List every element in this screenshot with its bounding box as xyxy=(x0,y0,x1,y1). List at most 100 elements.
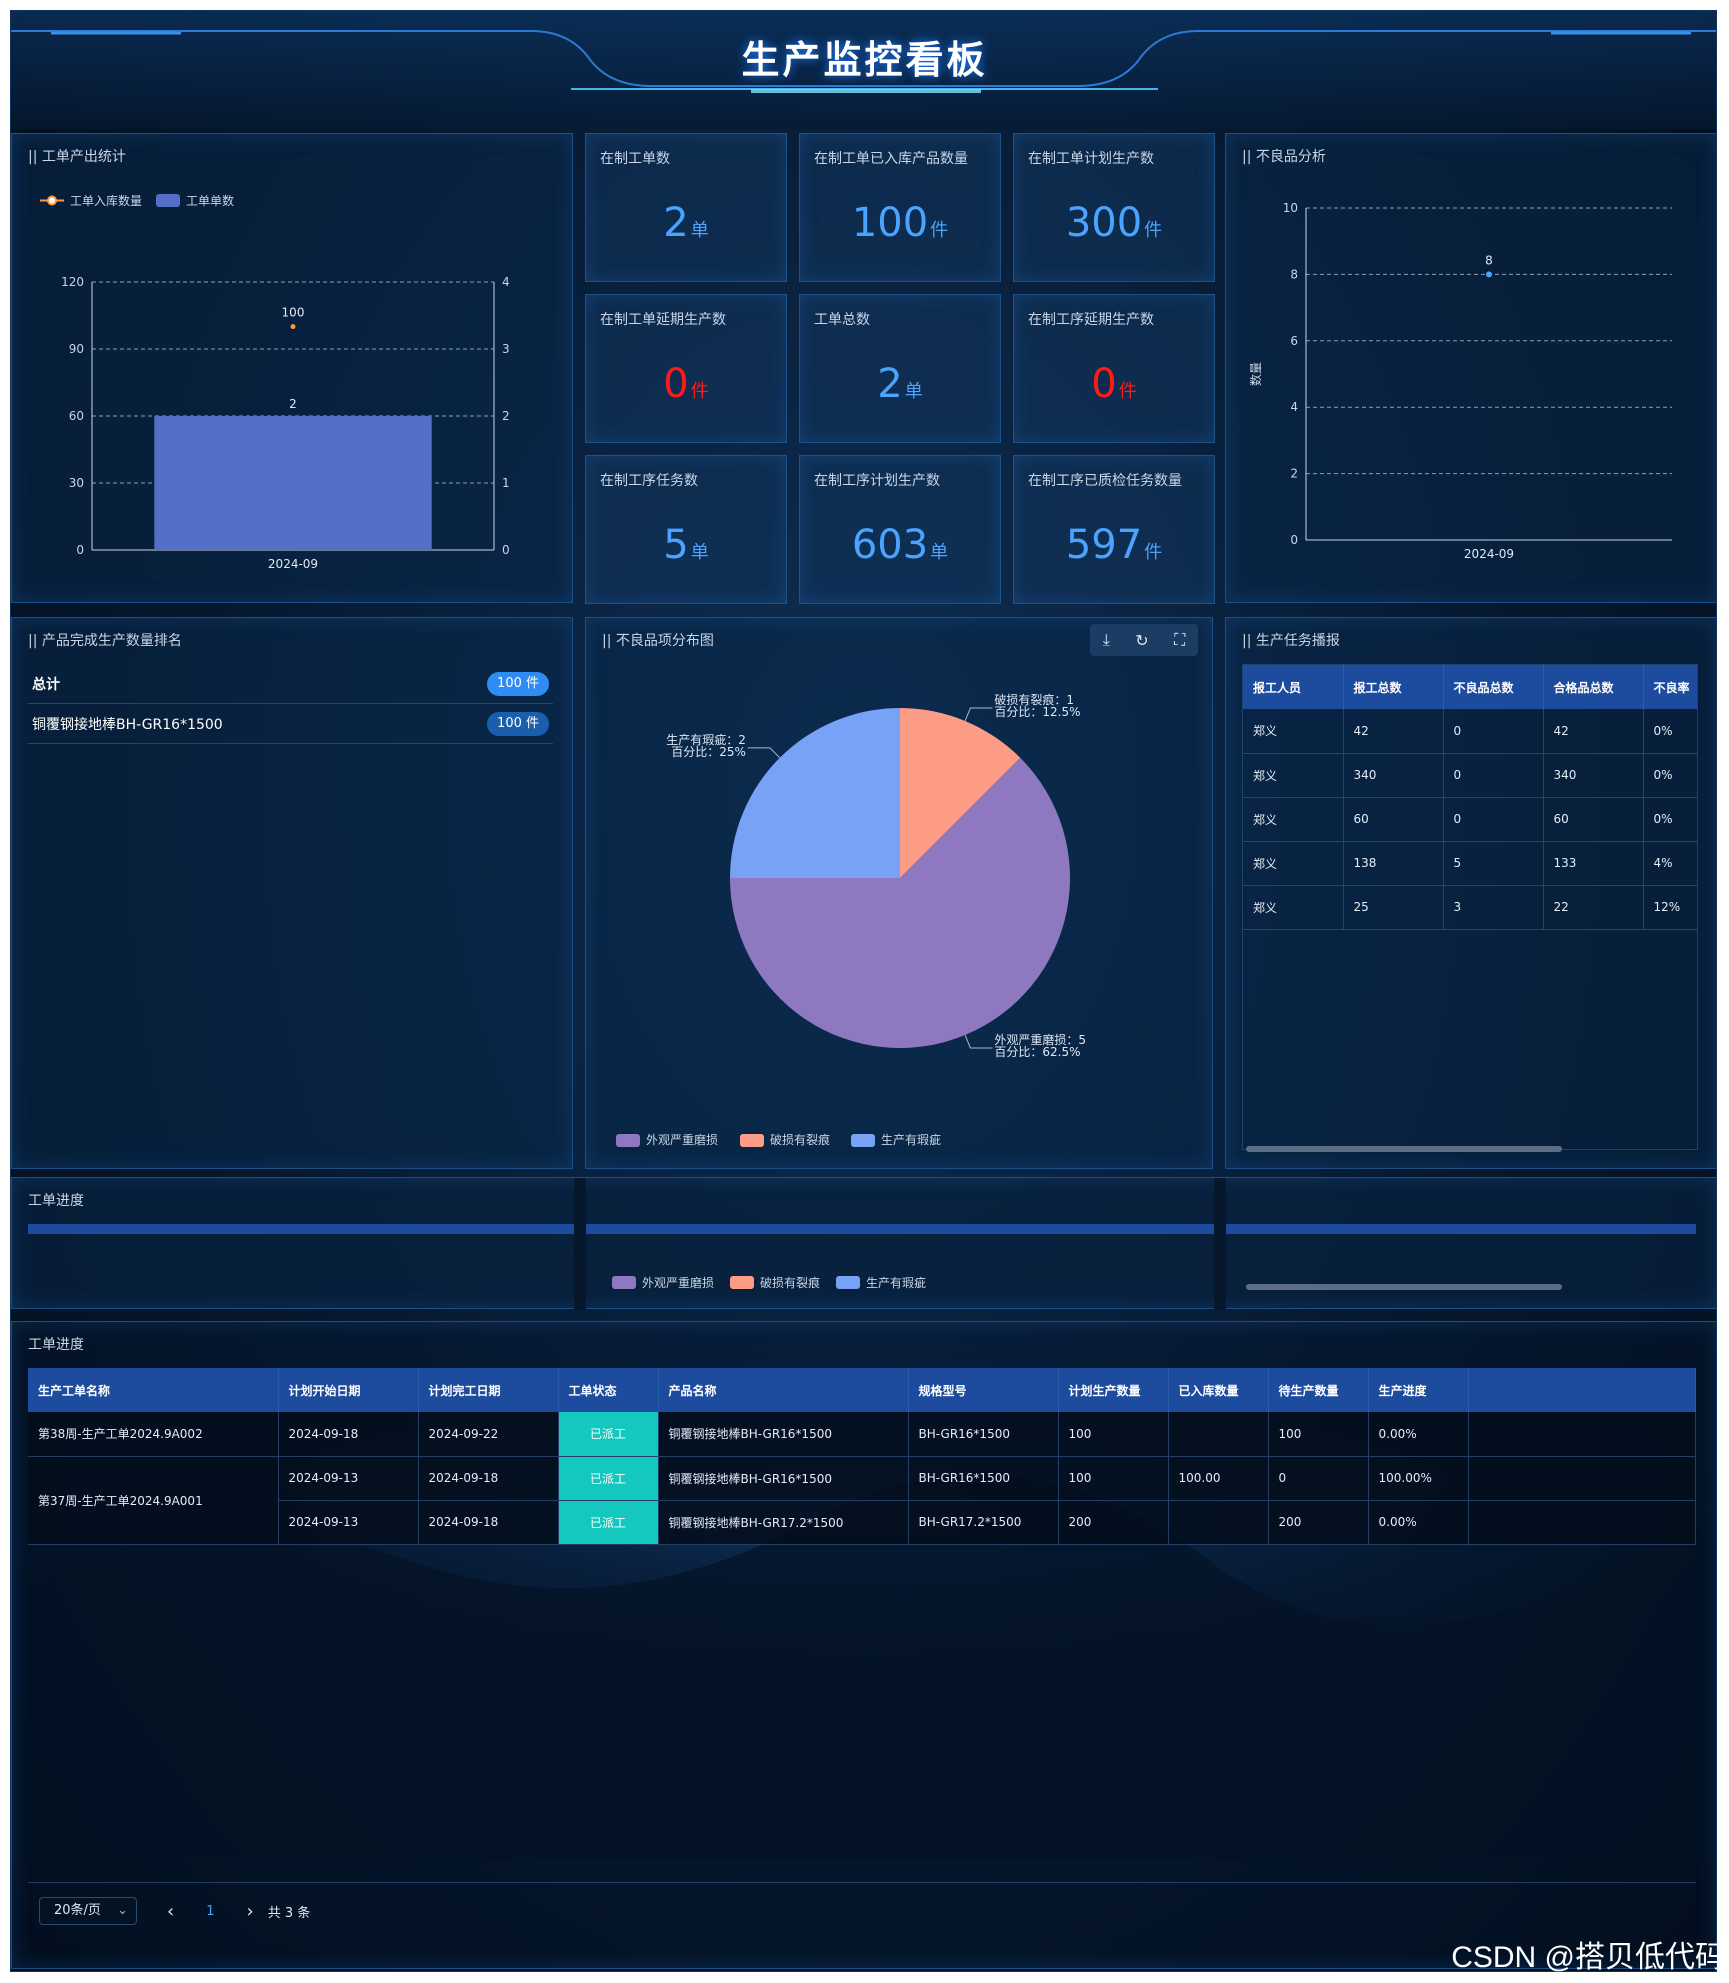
pie-label-line xyxy=(747,747,781,759)
page-number-button[interactable]: 1 xyxy=(206,1903,215,1919)
table-cell: 42 xyxy=(1543,709,1644,754)
save-image-icon[interactable]: ⤓ xyxy=(1102,630,1110,649)
y-tick: 2 xyxy=(1290,467,1298,481)
table-cell: 郑义 xyxy=(1243,885,1344,930)
pie-legend-swatch[interactable] xyxy=(730,1276,755,1289)
stat-label: 在制工单数 xyxy=(600,151,670,167)
prev-page-button[interactable]: ‹ xyxy=(167,1900,175,1922)
defect-pie-title: || 不良品项分布图 xyxy=(602,633,714,649)
column-header[interactable]: 产品名称 xyxy=(658,1368,909,1412)
stat-value: 300 件 xyxy=(1065,200,1163,246)
table-cell: 100 xyxy=(1058,1456,1169,1501)
table-row: 郑义 60 0 60 0% xyxy=(1243,797,1697,842)
header-frame xyxy=(11,11,1716,129)
watermark-text: CSDN @搭贝低代码 xyxy=(1451,1941,1725,1974)
stat-label: 工单总数 xyxy=(814,312,870,328)
table-cell: 0% xyxy=(1643,797,1697,842)
fullscreen-icon[interactable]: ⛶ xyxy=(1174,630,1186,649)
column-header[interactable]: 计划完工日期 xyxy=(418,1368,559,1412)
work-orders-panel: 工单进度 生产工单名称 计划开始日期 计划完工日期 工单状态 产品名称 规格型号 计划生产数… xyxy=(11,1321,1716,1969)
stat-label: 在制工序延期生产数 xyxy=(1028,312,1154,328)
table-row[interactable]: 第38周-生产工单2024.9A002 2024-09-18 2024-09-22 已… xyxy=(28,1412,1696,1457)
table-cell-empty xyxy=(1468,1500,1696,1545)
table-cell: 25 xyxy=(1343,885,1444,930)
page-size-select[interactable]: 20条/页 ⌄ xyxy=(39,1897,137,1925)
pie-label: 生产有瑕疵：2 xyxy=(666,732,746,747)
column-header[interactable]: 生产工单名称 xyxy=(28,1368,279,1412)
column-header: 报工总数 xyxy=(1343,665,1444,709)
ranking-title: || 产品完成生产数量排名 xyxy=(28,633,182,649)
pie-slice xyxy=(730,757,1070,1048)
stat-label: 在制工单已入库产品数量 xyxy=(814,151,968,167)
table-cell: 0 xyxy=(1443,753,1544,798)
line-point xyxy=(290,324,296,330)
y-left-tick: 30 xyxy=(69,476,84,490)
pie-legend-swatch xyxy=(616,1134,640,1147)
y-left-tick: 60 xyxy=(69,409,84,423)
progress-band-scrollbar[interactable] xyxy=(1246,1284,1562,1290)
ranking-row-total: 总计 100 件 xyxy=(28,664,553,704)
pie-label-line xyxy=(964,707,993,722)
column-header[interactable]: 待生产数量 xyxy=(1268,1368,1369,1412)
legend-line-label[interactable]: 工单入库数量 xyxy=(70,194,143,208)
table-cell: BH-GR16*1500 xyxy=(908,1412,1059,1457)
table-cell: 100 xyxy=(1058,1412,1169,1457)
ranking-panel: || 产品完成生产数量排名 总计 100 件 铜覆钢接地棒BH-GR16*150… xyxy=(11,617,573,1169)
pie-legend-label[interactable]: 外观严重磨损 xyxy=(642,1276,715,1290)
y-tick: 10 xyxy=(1283,201,1298,215)
y-right-tick: 2 xyxy=(502,409,510,423)
stat-unit: 件 xyxy=(930,220,949,241)
table-row: 郑义 25 3 22 12% xyxy=(1243,885,1697,930)
column-header[interactable]: 规格型号 xyxy=(908,1368,1059,1412)
pie-legend-label[interactable]: 破损有裂痕 xyxy=(760,1276,821,1290)
ranking-row-product: 铜覆钢接地棒BH-GR16*1500 100 件 xyxy=(28,704,553,744)
table-row: 郑义 340 0 340 0% xyxy=(1243,753,1697,798)
line-legend-icon[interactable] xyxy=(40,194,64,207)
status-badge: 已派工 xyxy=(558,1500,659,1545)
pie-label: 破损有裂痕：1 xyxy=(994,692,1074,707)
y-right-tick: 0 xyxy=(502,543,510,557)
pie-label: 外观严重磨损：5 xyxy=(994,1033,1086,1047)
table-cell: 200 xyxy=(1058,1500,1169,1545)
next-page-button[interactable]: › xyxy=(246,1900,254,1922)
defect-pie-panel: || 不良品项分布图 ⤓ ↻ ⛶ 生产有瑕疵：2 百分比：25% 破损有裂痕：1 百分… xyxy=(585,617,1213,1169)
table-cell: 12% xyxy=(1643,885,1697,930)
x-tick: 2024-09 xyxy=(1464,547,1514,561)
column-header[interactable]: 生产进度 xyxy=(1368,1368,1469,1412)
stat-card: 在制工单已入库产品数量 100 件 xyxy=(799,133,1001,282)
table-cell: 340 xyxy=(1343,753,1444,798)
column-header[interactable]: 计划生产数量 xyxy=(1058,1368,1169,1412)
table-cell: 0 xyxy=(1443,709,1544,754)
table-row: 郑义 138 5 133 4% xyxy=(1243,841,1697,886)
table-cell-empty xyxy=(1468,1412,1696,1457)
table-cell: 0% xyxy=(1643,709,1697,754)
task-report-scrollbar[interactable] xyxy=(1246,1146,1562,1152)
legend-bar-label[interactable]: 工单单数 xyxy=(186,194,235,208)
task-report-panel: || 生产任务播报 报工人员 报工总数 不良品总数 合格品总数 不良率 郑义 42 0 42 0… xyxy=(1225,617,1716,1169)
table-row[interactable]: 2024-09-13 2024-09-18 已派工 铜覆钢接地棒BH-GR17.2*1… xyxy=(28,1500,1696,1545)
x-tick: 2024-09 xyxy=(268,557,318,571)
table-cell: 22 xyxy=(1543,885,1644,930)
y-right-tick: 4 xyxy=(502,275,510,289)
table-cell xyxy=(1168,1412,1269,1457)
line-data-label: 100 xyxy=(282,306,305,320)
column-header[interactable]: 工单状态 xyxy=(558,1368,659,1412)
pie-legend-swatch[interactable] xyxy=(612,1276,636,1289)
pie-legend-swatch[interactable] xyxy=(836,1276,861,1289)
stat-label: 在制工序已质检任务数量 xyxy=(1028,473,1182,489)
bar xyxy=(154,416,432,550)
pagination: 20条/页 ⌄ ‹ 1 › 共 3 条 xyxy=(39,1897,310,1925)
task-report-table-wrap[interactable]: 报工人员 报工总数 不良品总数 合格品总数 不良率 郑义 42 0 42 0% 郑义 340 0 340… xyxy=(1242,664,1698,1150)
pie-legend-label[interactable]: 生产有瑕疵 xyxy=(866,1276,927,1290)
column-header[interactable]: 计划开始日期 xyxy=(278,1368,419,1412)
table-cell: 0 xyxy=(1268,1456,1369,1501)
table-row[interactable]: 第37周-生产工单2024.9A001 2024-09-13 2024-09-18 已… xyxy=(28,1456,1696,1545)
y-tick: 0 xyxy=(1290,533,1298,547)
bar-legend-icon[interactable] xyxy=(156,194,181,207)
stat-card: 在制工单数 2 单 xyxy=(585,133,787,282)
column-header[interactable]: 已入库数量 xyxy=(1168,1368,1269,1412)
y-axis-label: 数量 xyxy=(1248,362,1263,386)
refresh-icon[interactable]: ↻ xyxy=(1135,630,1149,650)
table-cell: 铜覆钢接地棒BH-GR16*1500 xyxy=(658,1412,909,1457)
